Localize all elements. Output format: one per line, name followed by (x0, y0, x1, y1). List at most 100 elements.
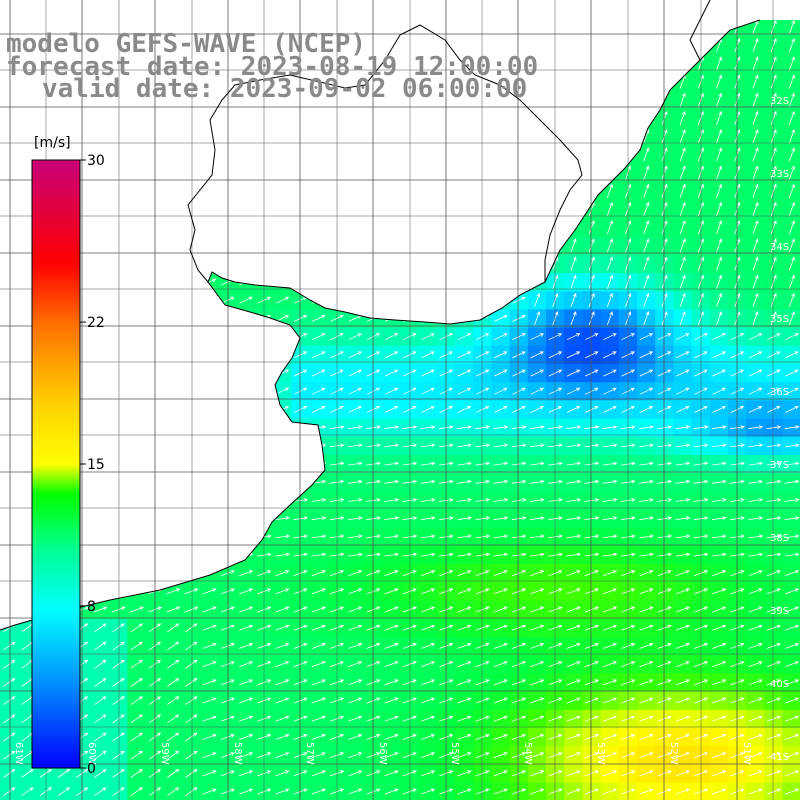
speed-cell (109, 655, 128, 674)
wind-arrow (312, 205, 326, 213)
wind-arrow (512, 114, 526, 122)
speed-cell (509, 145, 529, 165)
wind-arrow (788, 201, 795, 217)
wind-arrow (111, 351, 126, 359)
speed-cell (418, 109, 438, 128)
wind-arrow (202, 242, 217, 250)
wind-arrow (129, 588, 144, 595)
wind-arrow (312, 114, 326, 122)
wind-arrow (403, 406, 417, 413)
wind-arrow (347, 534, 363, 539)
wind-arrow (675, 570, 690, 577)
wind-arrow (129, 570, 144, 577)
wind-arrow (712, 679, 727, 686)
wind-arrow (111, 606, 126, 613)
wind-arrow (20, 151, 35, 159)
wind-arrow (202, 169, 217, 177)
wind-arrow (93, 369, 108, 377)
wind-arrow (184, 443, 199, 448)
wind-arrow (166, 659, 180, 669)
wind-arrow (420, 715, 436, 722)
wind-arrow (475, 187, 490, 195)
wind-arrow (166, 260, 180, 268)
speed-cell (127, 254, 147, 274)
wind-arrow (712, 661, 727, 668)
wind-arrow (457, 606, 472, 613)
wind-arrow (752, 238, 759, 253)
wind-arrow (606, 38, 613, 53)
wind-arrow (165, 461, 181, 466)
wind-arrow (238, 516, 254, 521)
wind-arrow (753, 3, 758, 16)
speed-cell (291, 145, 310, 165)
speed-cell (91, 473, 110, 492)
lon-label: 55W (449, 742, 460, 765)
speed-cell (163, 309, 183, 329)
wind-arrow (221, 333, 235, 341)
wind-arrow (221, 6, 234, 12)
wind-arrow (221, 114, 235, 122)
wind-arrow (130, 242, 144, 250)
wind-arrow (493, 624, 508, 631)
speed-cell (200, 527, 219, 547)
wind-arrow (384, 697, 399, 704)
speed-cell (109, 509, 128, 529)
wind-arrow (420, 624, 436, 631)
wind-arrow (330, 260, 344, 268)
wind-arrow (311, 570, 326, 577)
lon-label: 59W (159, 742, 170, 765)
speed-cell (163, 527, 183, 547)
wind-arrow (475, 133, 490, 140)
wind-arrow (606, 74, 613, 89)
speed-cell (127, 728, 147, 747)
wind-arrow (639, 534, 654, 539)
wind-arrow (3, 659, 16, 669)
wind-arrow (493, 606, 508, 613)
wind-arrow (679, 220, 686, 235)
wind-arrow (584, 624, 599, 631)
wind-arrow (330, 387, 344, 395)
wind-arrow (494, 351, 508, 359)
wind-arrow (457, 588, 472, 595)
wind-arrow (512, 351, 526, 359)
wind-arrow (312, 278, 326, 286)
speed-cell (109, 236, 128, 256)
wind-arrow (752, 311, 759, 326)
wind-arrow (311, 552, 327, 557)
wind-arrow (570, 92, 577, 107)
wind-arrow (512, 242, 526, 250)
wind-arrow (275, 224, 290, 231)
speed-cell (109, 473, 128, 492)
wind-arrow (457, 187, 472, 195)
wind-arrow (675, 697, 690, 704)
wind-arrow (420, 425, 436, 430)
speed-cell (455, 309, 474, 329)
colorbar-unit-label: [m/s] (34, 135, 71, 151)
wind-arrow (553, 3, 558, 16)
speed-cell (509, 254, 529, 274)
speed-cell (637, 54, 656, 74)
wind-arrow (202, 479, 218, 484)
speed-cell (309, 109, 329, 128)
wind-arrow (93, 570, 108, 577)
wind-arrow (643, 74, 650, 89)
wind-arrow (275, 169, 290, 177)
speed-cell (655, 0, 674, 19)
wind-arrow (184, 387, 199, 395)
wind-arrow (694, 333, 708, 341)
speed-cell (491, 0, 510, 19)
speed-cell (546, 182, 565, 201)
speed-cell (600, 109, 620, 128)
wind-arrow (384, 498, 400, 502)
wind-arrow (676, 387, 690, 395)
wind-arrow (275, 570, 290, 577)
wind-arrow (275, 715, 290, 722)
wind-arrow (457, 114, 472, 122)
wind-arrow (693, 715, 709, 722)
speed-cell (236, 127, 256, 147)
speed-cell (728, 0, 747, 19)
wind-arrow (475, 770, 490, 777)
speed-cell (582, 145, 602, 165)
wind-arrow (784, 752, 800, 759)
wind-arrow (384, 242, 399, 250)
